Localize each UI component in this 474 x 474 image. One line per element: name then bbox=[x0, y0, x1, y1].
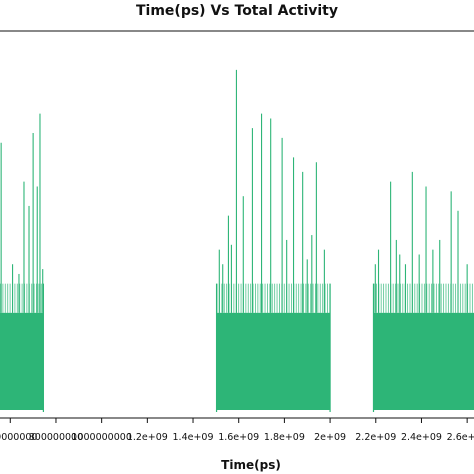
x-tick-label: 600000000 bbox=[0, 432, 37, 443]
x-tick-label: 2e+09 bbox=[314, 432, 346, 443]
x-axis-ticks: 60000000080000000010000000001.2e+09 1.4e+… bbox=[0, 418, 474, 443]
burst-1-base bbox=[0, 312, 44, 410]
burst-2-base bbox=[216, 312, 331, 410]
chart-title: Time(ps) Vs Total Activity bbox=[136, 3, 338, 19]
x-tick-label: 2.2e+09 bbox=[355, 432, 396, 443]
x-tick-label: 1.2e+09 bbox=[127, 432, 168, 443]
x-tick-label: 800000000 bbox=[29, 432, 83, 443]
x-tick-label: 1.4e+09 bbox=[173, 432, 214, 443]
burst-3-base bbox=[373, 312, 474, 410]
x-tick-label: 2.6e+09 bbox=[447, 432, 474, 443]
activity-bars bbox=[0, 69, 474, 412]
x-axis-label: Time(ps) bbox=[221, 458, 281, 472]
x-tick-label: 2.4e+09 bbox=[401, 432, 442, 443]
x-tick-label: 1000000000 bbox=[71, 432, 131, 443]
x-tick-label: 1.8e+09 bbox=[264, 432, 305, 443]
x-tick-label: 1.6e+09 bbox=[218, 432, 259, 443]
